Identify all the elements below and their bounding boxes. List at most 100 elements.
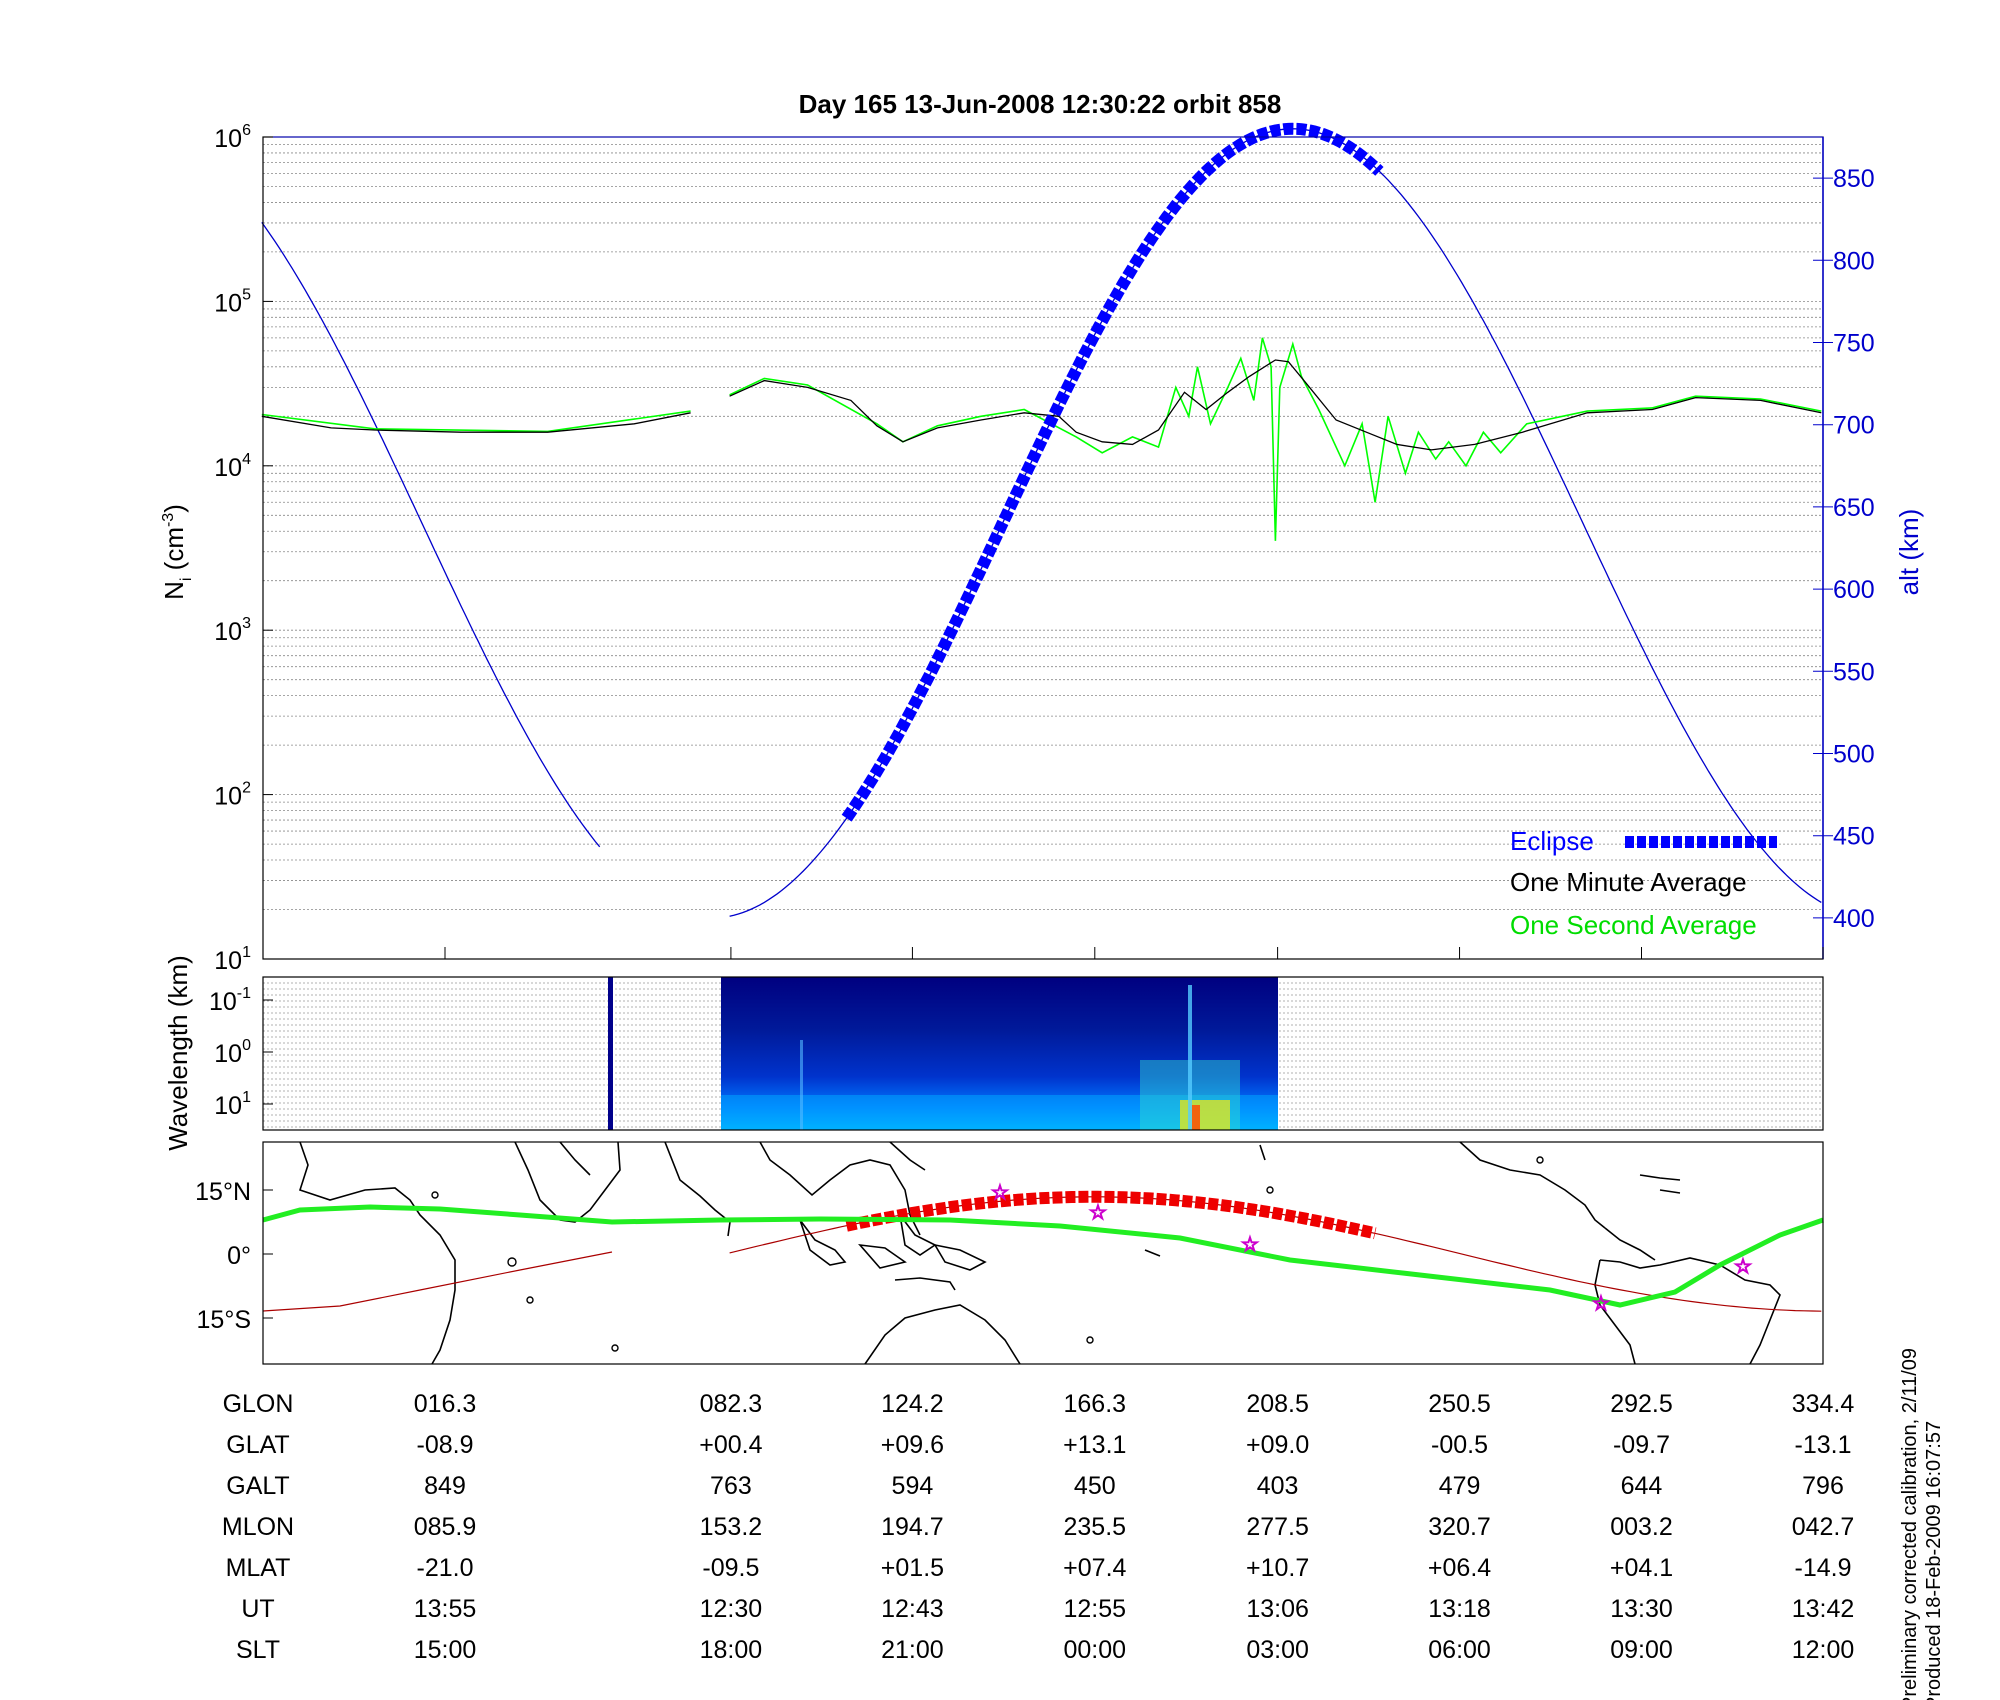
eclipse-track [845, 1190, 1377, 1240]
ephemeris-table: GLON GLAT GALT MLON MLAT UT SLT 016.3 -08.9 849 08… [222, 1390, 1854, 1664]
alt-tick-label: 850 [1833, 165, 1875, 193]
y-tick-label: 15°N [195, 1178, 251, 1206]
row-label: SLT [236, 1636, 280, 1664]
table-cell: +06.4 [1428, 1554, 1491, 1582]
table-cell: -00.5 [1431, 1431, 1488, 1459]
row-label: MLON [222, 1513, 294, 1541]
table-cell: 13:30 [1610, 1595, 1673, 1623]
wavelength-panel: 10-1 100 101 Wavelength (km) [163, 955, 1824, 1151]
table-cell: -21.0 [417, 1554, 474, 1582]
y-tick-label: 102 [214, 780, 251, 811]
legend-eclipse: Eclipse [1510, 826, 1594, 856]
table-cell: +07.4 [1063, 1554, 1126, 1582]
table-cell: 13:06 [1246, 1595, 1309, 1623]
ground-track [262, 1251, 613, 1312]
density-y-axis-label: Ni (cm-3) [159, 504, 195, 600]
one-minute-line [261, 412, 691, 433]
spectrogram-detail [721, 985, 1278, 1130]
table-cell: 18:00 [700, 1636, 763, 1664]
legend-one-second: One Second Average [1510, 910, 1757, 940]
spectrogram-band [800, 1040, 803, 1130]
y-tick-label: 106 [214, 122, 251, 153]
map-y-ticks: 15°N 0° 15°S [195, 1178, 273, 1334]
y-tick-label: 0° [227, 1242, 251, 1270]
spectrogram-band [1180, 1100, 1230, 1130]
table-cell: 277.5 [1246, 1513, 1309, 1541]
table-cell: 13:55 [414, 1595, 477, 1623]
table-cell: 03:00 [1246, 1636, 1309, 1664]
table-cell: 403 [1257, 1472, 1299, 1500]
map-stars: ☆ ☆ ☆ ☆ ☆ [990, 1181, 1752, 1315]
row-label: MLAT [226, 1554, 291, 1582]
produced-note: Produced 18-Feb-2009 16:07:57 [1923, 1421, 1945, 1700]
alt-tick-label: 450 [1833, 823, 1875, 851]
table-cell: -14.9 [1795, 1554, 1852, 1582]
y-tick-label: 104 [214, 451, 251, 482]
table-cell: 082.3 [700, 1390, 763, 1418]
y-tick-label: 15°S [197, 1306, 251, 1334]
calibration-note: Preliminary corrected calibration, 2/11/… [1899, 1348, 1921, 1700]
altitude-axis-label: alt (km) [1894, 509, 1924, 596]
table-cell: -09.7 [1613, 1431, 1670, 1459]
table-cell: 15:00 [414, 1636, 477, 1664]
one-second-line [261, 410, 691, 433]
wavelength-y-ticks: 10-1 100 101 [209, 985, 273, 1120]
table-cell: 796 [1802, 1472, 1844, 1500]
row-label: GALT [226, 1472, 289, 1500]
legend: Eclipse One Minute Average One Second Av… [1510, 826, 1777, 940]
y-tick-label: 100 [214, 1037, 251, 1068]
table-cell: 479 [1439, 1472, 1481, 1500]
table-cell: 208.5 [1246, 1390, 1309, 1418]
spectrogram-strip [608, 977, 613, 1130]
table-cell: 450 [1074, 1472, 1116, 1500]
table-cell: 12:00 [1792, 1636, 1855, 1664]
table-cell: 594 [892, 1472, 934, 1500]
table-cell: 21:00 [881, 1636, 944, 1664]
table-cell: 153.2 [700, 1513, 763, 1541]
star-marker: ☆ [1089, 1202, 1107, 1224]
table-cell: 166.3 [1064, 1390, 1127, 1418]
alt-tick-label: 550 [1833, 658, 1875, 686]
table-cell: 085.9 [414, 1513, 477, 1541]
density-grid [263, 144, 1823, 960]
table-cell: +13.1 [1063, 1431, 1126, 1459]
altitude-ticks: 400 450 500 550 600 650 700 750 800 850 [1813, 165, 1875, 933]
alt-tick-label: 500 [1833, 741, 1875, 769]
altitude-line [261, 222, 601, 848]
y-tick-label: 105 [214, 286, 251, 317]
table-cell: 13:18 [1428, 1595, 1491, 1623]
eclipse-line [841, 122, 1384, 822]
wavelength-axis-label: Wavelength (km) [163, 955, 193, 1151]
table-cell: 042.7 [1792, 1513, 1855, 1541]
one-second-line [729, 337, 1822, 541]
table-cell: +04.1 [1610, 1554, 1673, 1582]
alt-tick-label: 700 [1833, 412, 1875, 440]
alt-tick-label: 600 [1833, 576, 1875, 604]
y-tick-label: 101 [214, 1089, 251, 1120]
table-cell: 250.5 [1428, 1390, 1491, 1418]
star-marker: ☆ [1592, 1293, 1610, 1315]
table-cell: 13:42 [1792, 1595, 1855, 1623]
alt-tick-label: 750 [1833, 330, 1875, 358]
row-label: GLON [223, 1390, 294, 1418]
spectrogram-band [1188, 985, 1192, 1130]
spectrogram-band [1192, 1105, 1200, 1130]
table-cell: 235.5 [1064, 1513, 1127, 1541]
table-cell: 124.2 [881, 1390, 944, 1418]
y-tick-label: 10-1 [209, 985, 251, 1016]
table-cell: 763 [710, 1472, 752, 1500]
table-cell: +10.7 [1246, 1554, 1309, 1582]
table-cell: 00:00 [1064, 1636, 1127, 1664]
density-series [261, 122, 1822, 917]
table-cell: 09:00 [1610, 1636, 1673, 1664]
density-y-ticks: 101 102 103 104 105 106 [214, 122, 273, 975]
table-cell: +09.6 [881, 1431, 944, 1459]
star-marker: ☆ [1734, 1256, 1752, 1278]
table-cell: 003.2 [1610, 1513, 1673, 1541]
table-cell: +00.4 [699, 1431, 762, 1459]
table-cell: -09.5 [702, 1554, 759, 1582]
legend-one-minute: One Minute Average [1510, 867, 1747, 897]
table-cell: 016.3 [414, 1390, 477, 1418]
table-cell: 12:43 [881, 1595, 944, 1623]
